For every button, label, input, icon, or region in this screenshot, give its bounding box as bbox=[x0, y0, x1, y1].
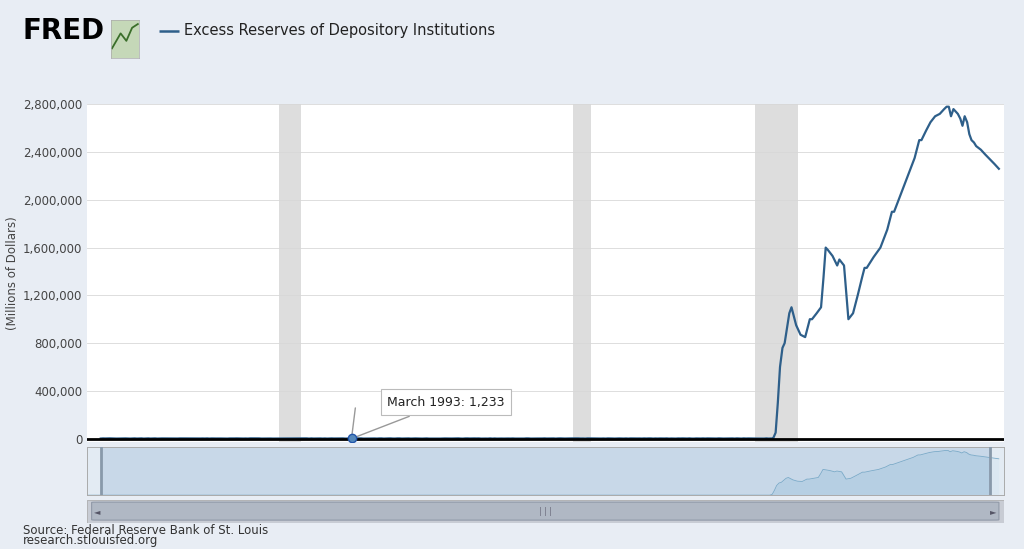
Text: ◄: ◄ bbox=[94, 507, 101, 516]
Bar bbox=[572, 104, 591, 442]
Text: Source: Federal Reserve Bank of St. Louis: Source: Federal Reserve Bank of St. Loui… bbox=[23, 524, 268, 536]
Bar bbox=[279, 104, 301, 442]
FancyBboxPatch shape bbox=[91, 502, 999, 520]
Y-axis label: (Millions of Dollars): (Millions of Dollars) bbox=[6, 216, 18, 330]
Text: Excess Reserves of Depository Institutions: Excess Reserves of Depository Institutio… bbox=[184, 24, 496, 38]
FancyBboxPatch shape bbox=[87, 447, 101, 495]
FancyBboxPatch shape bbox=[87, 500, 1004, 523]
Text: FRED: FRED bbox=[23, 17, 104, 45]
Text: ►: ► bbox=[989, 507, 996, 516]
Text: research.stlouisfed.org: research.stlouisfed.org bbox=[23, 534, 158, 546]
Text: | | |: | | | bbox=[539, 507, 552, 516]
Bar bbox=[755, 104, 799, 442]
Text: March 1993: 1,233: March 1993: 1,233 bbox=[354, 396, 505, 438]
FancyBboxPatch shape bbox=[989, 447, 1004, 495]
